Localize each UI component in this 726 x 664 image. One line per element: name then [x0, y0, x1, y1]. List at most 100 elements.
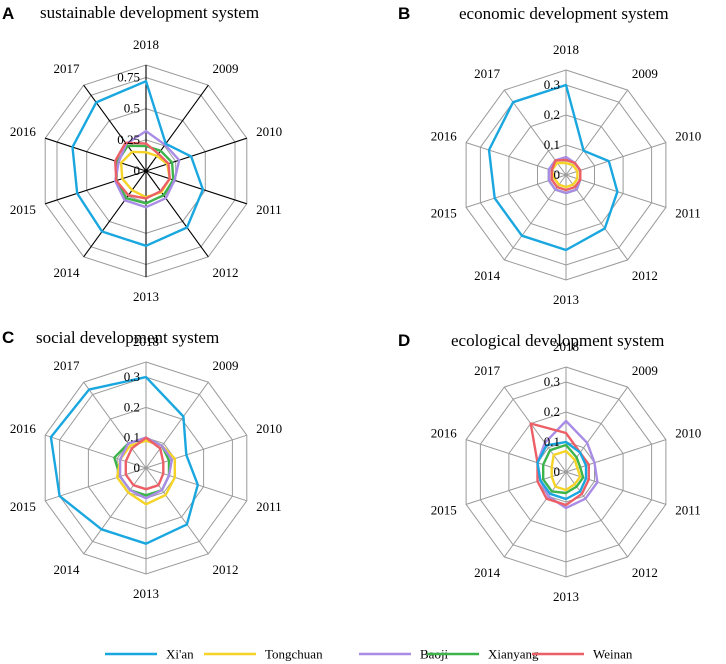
- axis-label-c-2015: 2015: [10, 499, 36, 514]
- axis-label-a-2013: 2013: [133, 289, 159, 304]
- spoke-d-2014: [503, 471, 567, 558]
- tick-label-c-2: 0.2: [124, 399, 140, 414]
- axis-label-c-2018: 2018: [133, 334, 159, 349]
- spoke-b-2010: [565, 142, 667, 176]
- series-d-xianyang: [542, 443, 585, 495]
- axis-label-c-2010: 2010: [256, 421, 282, 436]
- axis-label-d-2010: 2010: [675, 425, 701, 440]
- axis-label-c-2014: 2014: [54, 562, 81, 577]
- series-d-xi-an: [536, 440, 588, 501]
- axis-label-b-2011: 2011: [675, 206, 701, 221]
- legend-label-xi-an: Xi'an: [166, 647, 194, 662]
- spoke-a-2014: [83, 170, 147, 258]
- series-a-weinan: [113, 141, 171, 200]
- series-c-baoji: [118, 436, 174, 500]
- axis-label-d-2013: 2013: [553, 589, 579, 604]
- tick-label-d-2: 0.2: [544, 404, 560, 419]
- panel-b: B economic development system 0 0.1 0.2 0.3…: [398, 4, 701, 307]
- axis-label-c-2011: 2011: [256, 499, 282, 514]
- series-d-weinan: [529, 422, 590, 507]
- axis-label-c-2017: 2017: [54, 358, 81, 373]
- axis-label-b-2015: 2015: [431, 206, 457, 221]
- tick-label-d-0: 0: [554, 464, 561, 479]
- legend-label-tongchuan: Tongchuan: [265, 647, 323, 662]
- axis-label-b-2018: 2018: [553, 42, 579, 57]
- axis-label-a-2010: 2010: [256, 124, 282, 139]
- panel-letter-c: C: [2, 328, 14, 347]
- tick-label-a-3: 0.75: [117, 70, 140, 85]
- panel-d: D ecological development system 0 0.1 0.2 0…: [398, 331, 701, 604]
- axis-label-b-2014: 2014: [474, 268, 501, 283]
- spoke-c-2009: [145, 381, 209, 469]
- panel-c: C social development system 0 0.1 0.2 0.3 20…: [2, 328, 282, 601]
- spoke-c-2017: [83, 381, 147, 469]
- spoke-a-2015: [45, 170, 147, 205]
- axis-label-a-2014: 2014: [54, 265, 81, 280]
- panel-title-d: ecological development system: [451, 331, 664, 350]
- tick-label-b-2: 0.2: [544, 107, 560, 122]
- axis-label-a-2009: 2009: [213, 61, 239, 76]
- axis-label-a-2016: 2016: [10, 124, 37, 139]
- series-b-weinan: [550, 158, 582, 192]
- tick-label-a-1: 0.25: [117, 132, 140, 147]
- axis-label-d-2015: 2015: [431, 503, 457, 518]
- spoke-d-2016: [465, 439, 567, 473]
- series-c-xianyang: [113, 436, 171, 497]
- series-a-baoji: [113, 129, 181, 209]
- spoke-d-2015: [465, 471, 567, 505]
- axis-label-a-2012: 2012: [213, 265, 239, 280]
- axis-label-d-2018: 2018: [553, 339, 579, 354]
- series-a-xianyang: [115, 144, 175, 205]
- tick-label-c-3: 0.3: [124, 369, 140, 384]
- spoke-c-2012: [145, 467, 209, 555]
- legend-label-weinan: Weinan: [593, 647, 633, 662]
- tick-label-d-3: 0.3: [544, 374, 560, 389]
- axis-label-a-2011: 2011: [256, 202, 282, 217]
- spoke-a-2010: [145, 137, 247, 172]
- tick-label-a-2: 0.5: [124, 101, 140, 116]
- panel-letter-d: D: [398, 331, 410, 350]
- axis-label-c-2012: 2012: [213, 562, 239, 577]
- spoke-a-2012: [145, 170, 209, 258]
- axis-label-b-2017: 2017: [474, 66, 501, 81]
- series-d-tongchuan: [550, 449, 582, 492]
- axis-label-a-2015: 2015: [10, 202, 36, 217]
- axis-label-d-2014: 2014: [474, 565, 501, 580]
- tick-label-a-0: 0: [134, 163, 141, 178]
- series-c-weinan: [124, 436, 165, 491]
- axis-label-b-2010: 2010: [675, 128, 701, 143]
- spoke-d-2010: [565, 439, 667, 473]
- legend-label-xianyang: Xianyang: [488, 647, 539, 662]
- tick-label-b-1: 0.1: [544, 137, 560, 152]
- axis-label-b-2009: 2009: [632, 66, 658, 81]
- tick-label-c-1: 0.1: [124, 430, 140, 445]
- axis-label-d-2017: 2017: [474, 363, 501, 378]
- panel-letter-a: A: [2, 4, 14, 23]
- panel-letter-b: B: [398, 4, 410, 23]
- axis-label-a-2017: 2017: [54, 61, 81, 76]
- axis-label-c-2009: 2009: [213, 358, 239, 373]
- axis-label-b-2016: 2016: [431, 128, 458, 143]
- spoke-a-2011: [145, 170, 247, 205]
- tick-label-d-1: 0.1: [544, 434, 560, 449]
- series-b-xi-an: [487, 83, 619, 252]
- spoke-a-2017: [83, 84, 147, 172]
- spoke-b-2009: [565, 89, 629, 176]
- spoke-c-2016: [45, 434, 147, 469]
- panel-title-c: social development system: [36, 328, 219, 347]
- panel-a: A sustainable development system 0 0.25 0.…: [2, 3, 282, 304]
- spoke-d-2017: [503, 386, 567, 473]
- axis-label-b-2012: 2012: [632, 268, 658, 283]
- axis-label-c-2016: 2016: [10, 421, 37, 436]
- panel-title-b: economic development system: [459, 4, 669, 23]
- tick-label-b-3: 0.3: [544, 77, 560, 92]
- spoke-c-2014: [83, 467, 147, 555]
- axis-label-d-2016: 2016: [431, 425, 458, 440]
- axis-label-d-2011: 2011: [675, 503, 701, 518]
- axis-label-a-2018: 2018: [133, 37, 159, 52]
- tick-label-b-0: 0: [554, 167, 561, 182]
- panel-title-a: sustainable development system: [40, 3, 259, 22]
- series-a-xi-an: [71, 79, 205, 248]
